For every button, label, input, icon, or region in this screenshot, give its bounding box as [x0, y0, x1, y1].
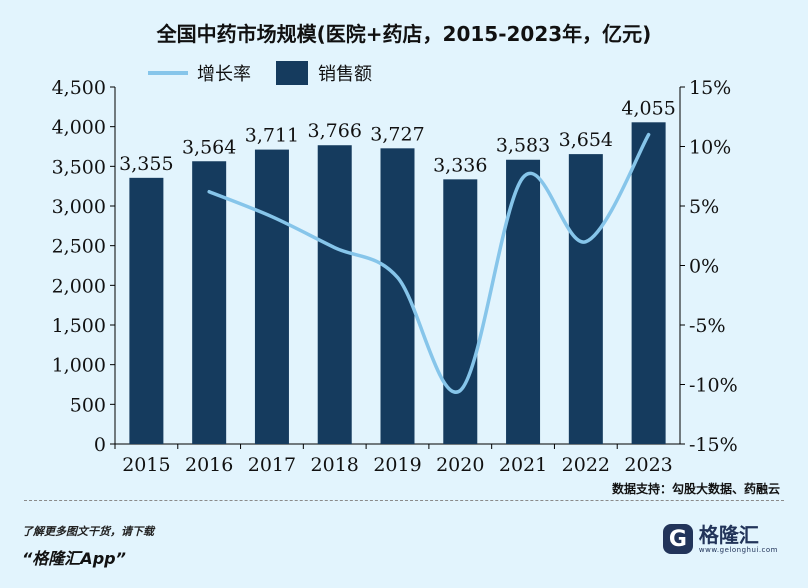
data-source: 数据支持：勾股大数据、药融云: [611, 482, 780, 496]
bar: [129, 177, 164, 444]
y-tick-label: 1,000: [52, 355, 106, 377]
x-tick-label: 2017: [248, 454, 296, 476]
bar: [317, 145, 352, 445]
bar: [192, 161, 227, 445]
y-tick-label: 3,500: [52, 156, 106, 178]
y2-tick-label: 0%: [689, 256, 719, 278]
data-label: 4,055: [621, 97, 675, 119]
data-label: 3,336: [433, 154, 487, 176]
y-tick-label: 500: [70, 394, 106, 416]
bar: [568, 154, 603, 444]
bar: [254, 149, 289, 444]
logo-url: www.gelonghui.com: [698, 546, 778, 554]
data-label: 3,654: [559, 129, 613, 151]
logo-icon: G: [662, 524, 693, 554]
y-tick-label: 4,500: [52, 77, 106, 99]
footer-promo: 了解更多图文干货，请下载: [22, 525, 154, 538]
legend-label: 销售额: [318, 64, 372, 85]
growth-line: [207, 132, 651, 394]
y-tick-label: 2,000: [52, 275, 106, 297]
y-tick-label: 0: [94, 434, 106, 456]
data-label: 3,727: [370, 123, 424, 145]
x-tick-label: 2019: [373, 454, 421, 476]
legend-label: 增长率: [197, 64, 251, 85]
logo-name: 格隆汇: [698, 523, 759, 547]
y-tick-label: 4,000: [52, 117, 106, 139]
y-tick-label: 1,500: [52, 315, 106, 337]
x-tick-label: 2018: [311, 454, 359, 476]
x-tick-label: 2016: [185, 454, 233, 476]
y2-tick-label: -5%: [689, 315, 726, 337]
data-label: 3,564: [182, 136, 236, 158]
legend-bar-swatch: [276, 61, 308, 85]
x-tick-label: 2015: [122, 454, 170, 476]
footer-app-name[interactable]: “格隆汇App”: [22, 549, 126, 568]
x-tick-label: 2020: [436, 454, 484, 476]
bar: [631, 122, 666, 444]
y2-tick-label: -15%: [689, 434, 738, 456]
y2-tick-label: 5%: [689, 196, 719, 218]
data-label: 3,355: [119, 153, 173, 175]
data-label: 3,583: [496, 135, 550, 157]
x-tick-label: 2023: [624, 454, 672, 476]
chart-canvas: 4,500 4,000 3,500 3,000 2,500 2,000 1,500 1,000…: [52, 61, 738, 476]
data-label: 3,711: [245, 125, 299, 147]
brand-logo[interactable]: G 格隆汇 www.gelonghui.com: [662, 523, 778, 554]
chart-title: 全国中药市场规模(医院+药店，2015-2023年，亿元): [156, 22, 652, 46]
y2-tick-label: 15%: [689, 77, 731, 99]
footer-divider: [24, 500, 784, 501]
y-tick-label: 3,000: [52, 196, 106, 218]
bar: [443, 179, 478, 444]
y2-tick-label: -10%: [689, 375, 738, 397]
y-tick-label: 2,500: [52, 236, 106, 258]
data-label: 3,766: [308, 120, 362, 142]
x-tick-label: 2022: [562, 454, 610, 476]
y2-tick-label: 10%: [689, 137, 731, 159]
x-tick-label: 2021: [499, 454, 547, 476]
